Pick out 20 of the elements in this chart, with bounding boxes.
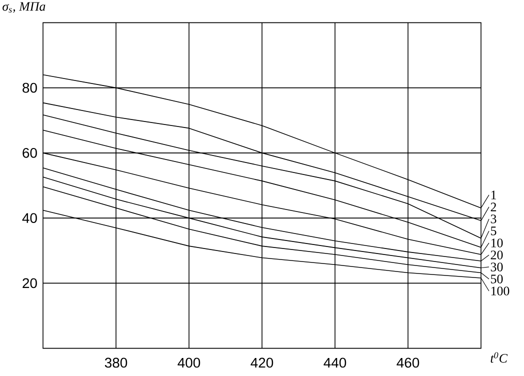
y-tick-label: 20 [22,278,37,288]
legend-label: 10 [491,238,503,248]
x-axis-title: t$^{0}$C [490,352,508,363]
y-tick-label: 60 [22,148,37,158]
x-tick-label: 380 [104,358,128,368]
legend-label: 2 [490,202,496,212]
x-tick-label: 420 [250,358,274,368]
legend-label: 30 [490,262,503,272]
legend-label: 20 [490,250,503,260]
y-tick-label: 80 [22,82,37,93]
x-tick-label: 440 [324,358,346,368]
y-axis-title: σ$_{s}$, МПа [2,2,46,13]
x-tick-label: 460 [396,358,420,368]
legend-label: 50 [491,274,503,284]
series-label: 3 [490,214,496,224]
series-label: 100 [491,286,510,296]
y-tick-label: 40 [22,213,37,223]
legend-label: 5 [491,226,496,236]
legend-label: 1 [491,190,496,200]
x-tick-label: 400 [178,358,200,368]
